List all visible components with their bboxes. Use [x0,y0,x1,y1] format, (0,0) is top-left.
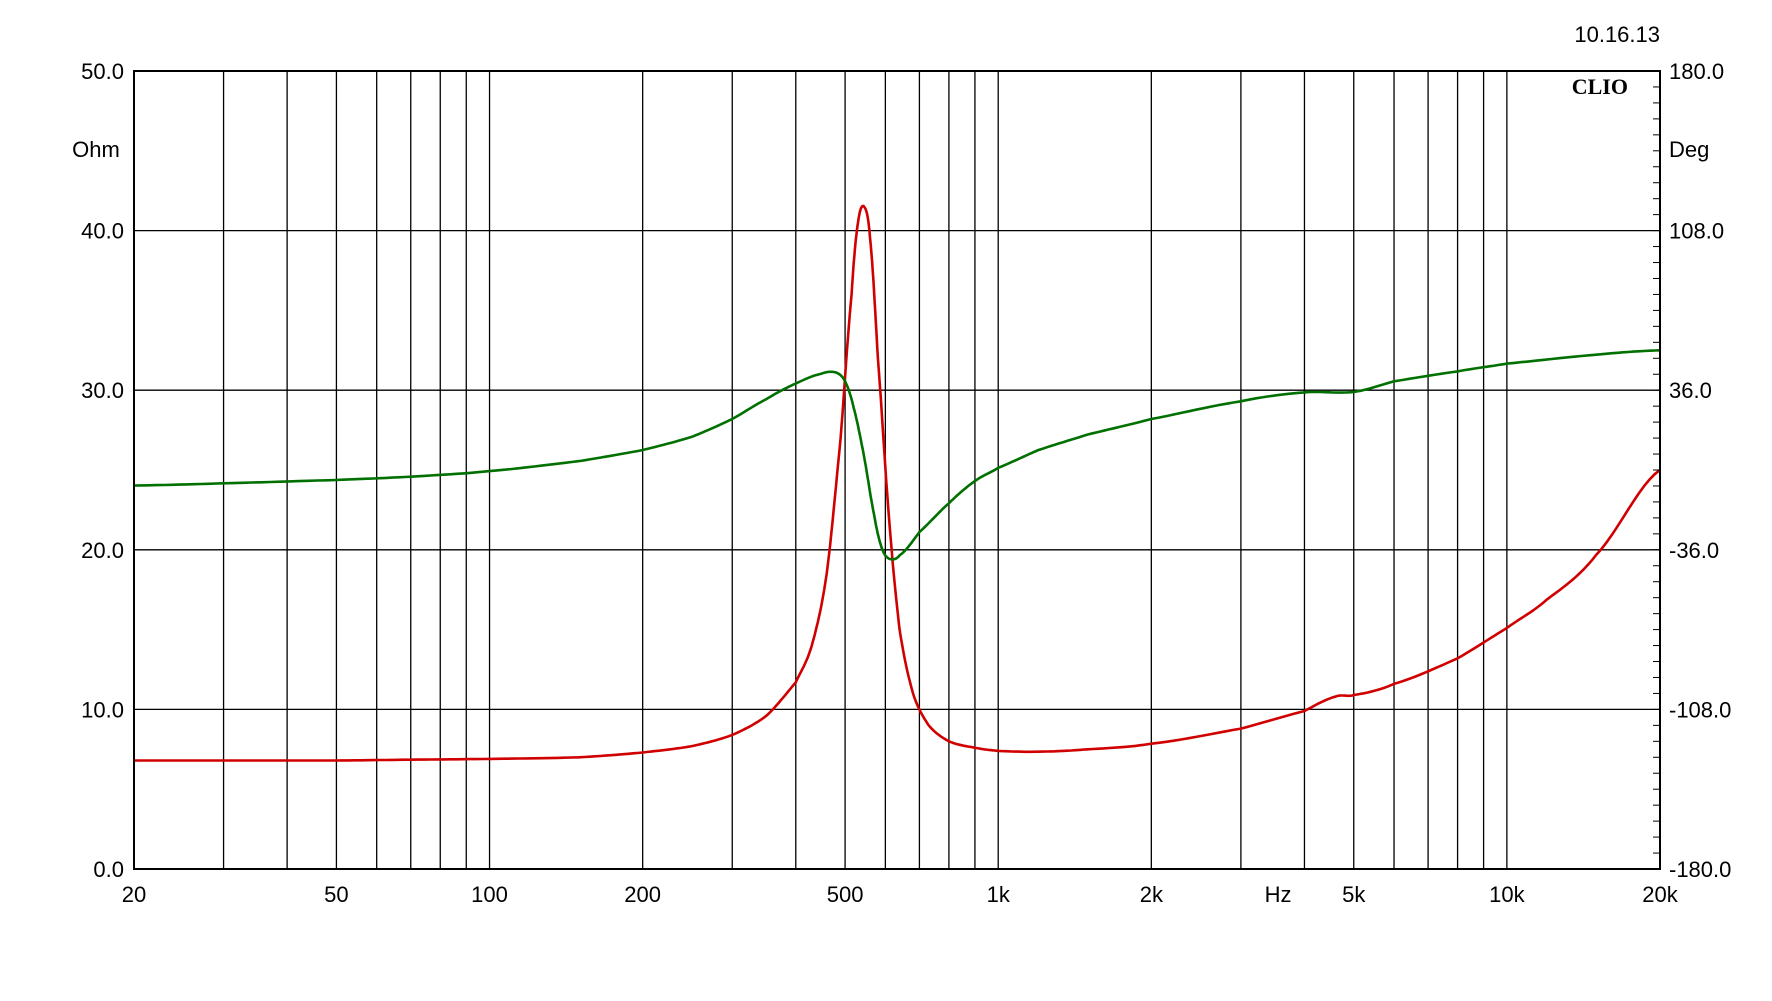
right-y-tick-label: -36.0 [1669,538,1719,563]
right-axis-minor-ticks [1653,86,1660,854]
x-tick-label: 2k [1140,882,1164,907]
left-y-tick-label: 30.0 [81,378,124,403]
x-tick-label: 50 [324,882,348,907]
x-axis-unit-label: Hz [1265,882,1292,907]
left-y-tick-label: 20.0 [81,538,124,563]
right-y-tick-label: -180.0 [1669,857,1731,882]
axis-labels: 20 50 100 200 500 1k 2k 5k 10k 20k 0.0 10.0 20.0 30.0… [81,59,1731,907]
impedance-curve [134,204,1661,762]
left-axis-unit-label: Ohm [72,137,120,162]
right-axis-unit-label: Deg [1669,137,1709,162]
x-tick-label: 5k [1342,882,1366,907]
left-y-tick-label: 50.0 [81,59,124,84]
x-tick-label: 200 [624,882,661,907]
right-y-tick-label: -108.0 [1669,697,1731,722]
left-y-tick-label: 10.0 [81,697,124,722]
x-tick-label: 500 [827,882,864,907]
right-y-tick-label: 36.0 [1669,378,1712,403]
x-tick-label: 1k [987,882,1011,907]
phase-curve [133,349,1661,561]
x-tick-label: 10k [1489,882,1525,907]
series-layer [133,204,1661,762]
right-y-tick-label: 180.0 [1669,59,1724,84]
date-stamp: 10.16.13 [1574,22,1660,47]
right-y-tick-label: 108.0 [1669,219,1724,244]
x-tick-label: 20k [1642,882,1678,907]
x-tick-label: 100 [471,882,508,907]
left-y-tick-label: 0.0 [93,857,124,882]
left-y-tick-label: 40.0 [81,219,124,244]
x-tick-label: 20 [122,882,146,907]
clio-brand-logo: CLIO [1572,74,1628,99]
plot-grid [134,71,1660,869]
